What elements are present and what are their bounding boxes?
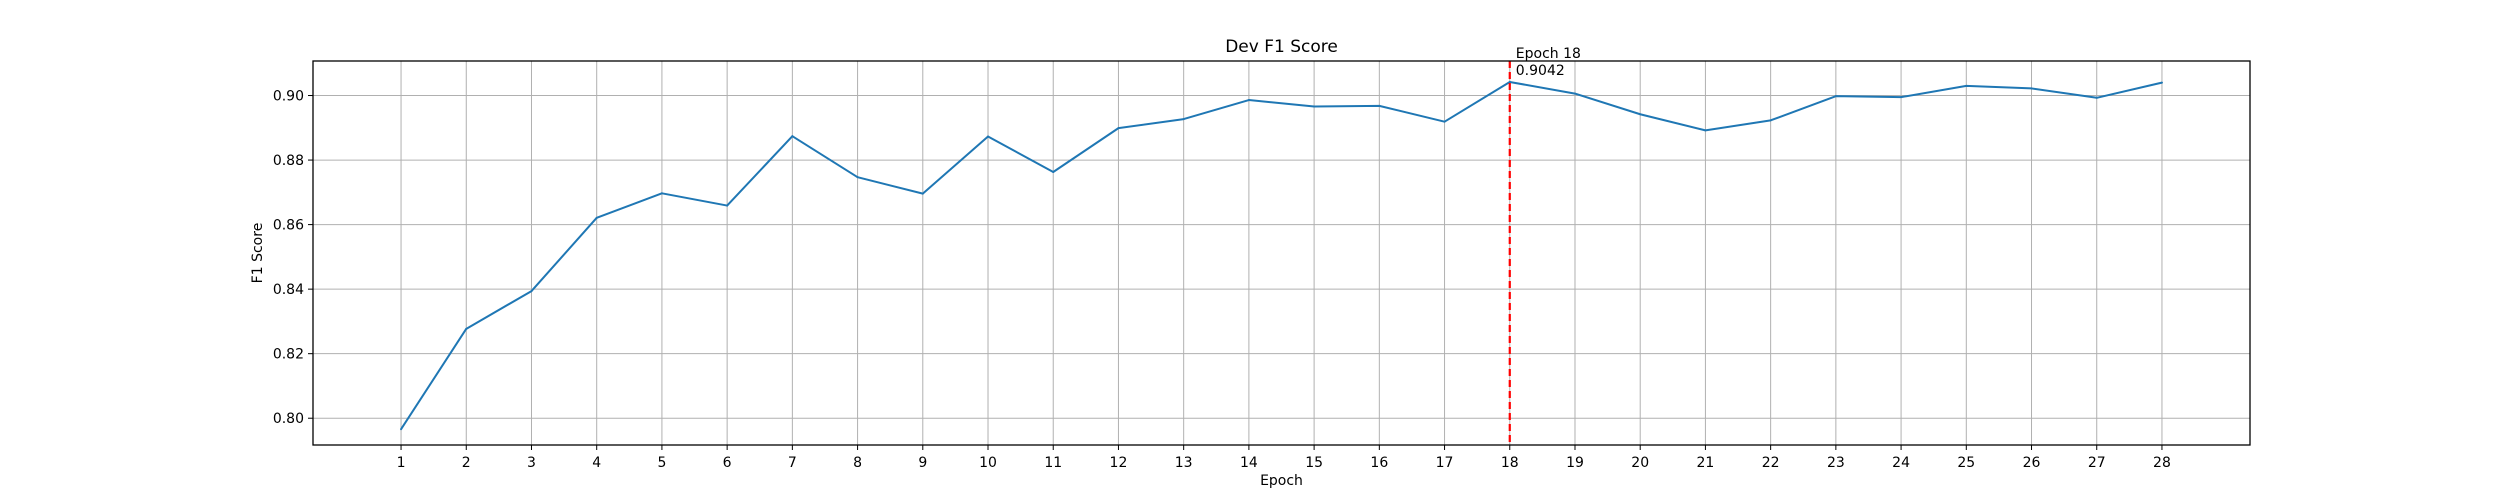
x-tick-label: 18 — [1501, 455, 1519, 471]
x-axis-label: Epoch — [1260, 473, 1303, 489]
y-tick-label: 0.80 — [273, 411, 304, 427]
data-point — [1247, 99, 1250, 102]
x-tick-label: 11 — [1044, 455, 1062, 471]
x-tick-label: 6 — [723, 455, 732, 471]
x-tick-label: 4 — [592, 455, 601, 471]
chart-title: Dev F1 Score — [1225, 37, 1338, 57]
data-point — [1117, 127, 1120, 130]
y-tick-label: 0.82 — [273, 347, 304, 363]
best-epoch-label: Epoch 18 — [1516, 46, 1581, 62]
series-line — [400, 80, 2163, 430]
y-tick-label: 0.84 — [273, 282, 304, 298]
data-point — [400, 428, 403, 431]
x-tick-label: 5 — [657, 455, 666, 471]
x-tick-label: 22 — [1762, 455, 1780, 471]
x-tick-label: 2 — [462, 455, 471, 471]
x-tick-label: 3 — [527, 455, 536, 471]
x-tick-label: 10 — [979, 455, 997, 471]
x-tick-label: 26 — [2023, 455, 2041, 471]
x-tick-label: 14 — [1240, 455, 1258, 471]
data-point — [1704, 129, 1707, 132]
x-tick-label: 7 — [788, 455, 797, 471]
x-tick-label: 23 — [1827, 455, 1845, 471]
axes: 1 2 3 4 5 6 7 8 9 10 11 12 13 14 15 16 17 18 19 20 21 22 23 24 2… — [273, 89, 2171, 471]
grid — [313, 61, 2250, 445]
x-tick-label: 8 — [853, 455, 862, 471]
best-score-label: 0.9042 — [1516, 63, 1565, 79]
x-tick-label: 9 — [918, 455, 927, 471]
data-point — [1313, 105, 1316, 108]
x-tick-label: 19 — [1566, 455, 1584, 471]
data-point — [595, 216, 598, 219]
data-point — [530, 290, 533, 293]
data-point — [791, 135, 794, 138]
data-point — [1769, 119, 1772, 122]
y-axis-label: F1 Score — [250, 223, 266, 284]
data-point — [1508, 80, 1511, 83]
x-tick-label: 16 — [1370, 455, 1388, 471]
x-tick-label: 20 — [1631, 455, 1649, 471]
x-tick-label: 28 — [2153, 455, 2171, 471]
y-tick-label: 0.86 — [273, 218, 304, 234]
data-point — [921, 192, 924, 195]
data-point — [987, 135, 990, 138]
y-tick-label: 0.88 — [273, 153, 304, 169]
data-point — [726, 204, 729, 207]
x-tick-label: 25 — [1957, 455, 1975, 471]
x-tick-label: 1 — [397, 455, 406, 471]
data-point — [1900, 96, 1903, 99]
data-point — [2160, 81, 2163, 84]
plot-frame — [312, 60, 2251, 446]
data-point — [660, 192, 663, 195]
data-point — [1965, 84, 1968, 87]
x-tick-label: 13 — [1175, 455, 1193, 471]
data-point — [1443, 120, 1446, 123]
data-point — [2030, 87, 2033, 90]
data-point — [1639, 113, 1642, 116]
data-point — [1182, 118, 1185, 121]
data-point — [465, 327, 468, 330]
x-tick-label: 24 — [1892, 455, 1910, 471]
data-point — [2095, 96, 2098, 99]
data-point — [1052, 171, 1055, 174]
x-tick-label: 15 — [1305, 455, 1323, 471]
data-point — [1573, 92, 1576, 95]
x-tick-label: 21 — [1697, 455, 1715, 471]
x-tick-label: 27 — [2088, 455, 2106, 471]
x-tick-label: 17 — [1436, 455, 1454, 471]
data-point — [1378, 104, 1381, 107]
x-tick-label: 12 — [1110, 455, 1128, 471]
data-point — [856, 176, 859, 179]
y-tick-label: 0.90 — [273, 89, 304, 105]
series-layer — [400, 80, 2163, 431]
data-point — [1834, 95, 1837, 98]
